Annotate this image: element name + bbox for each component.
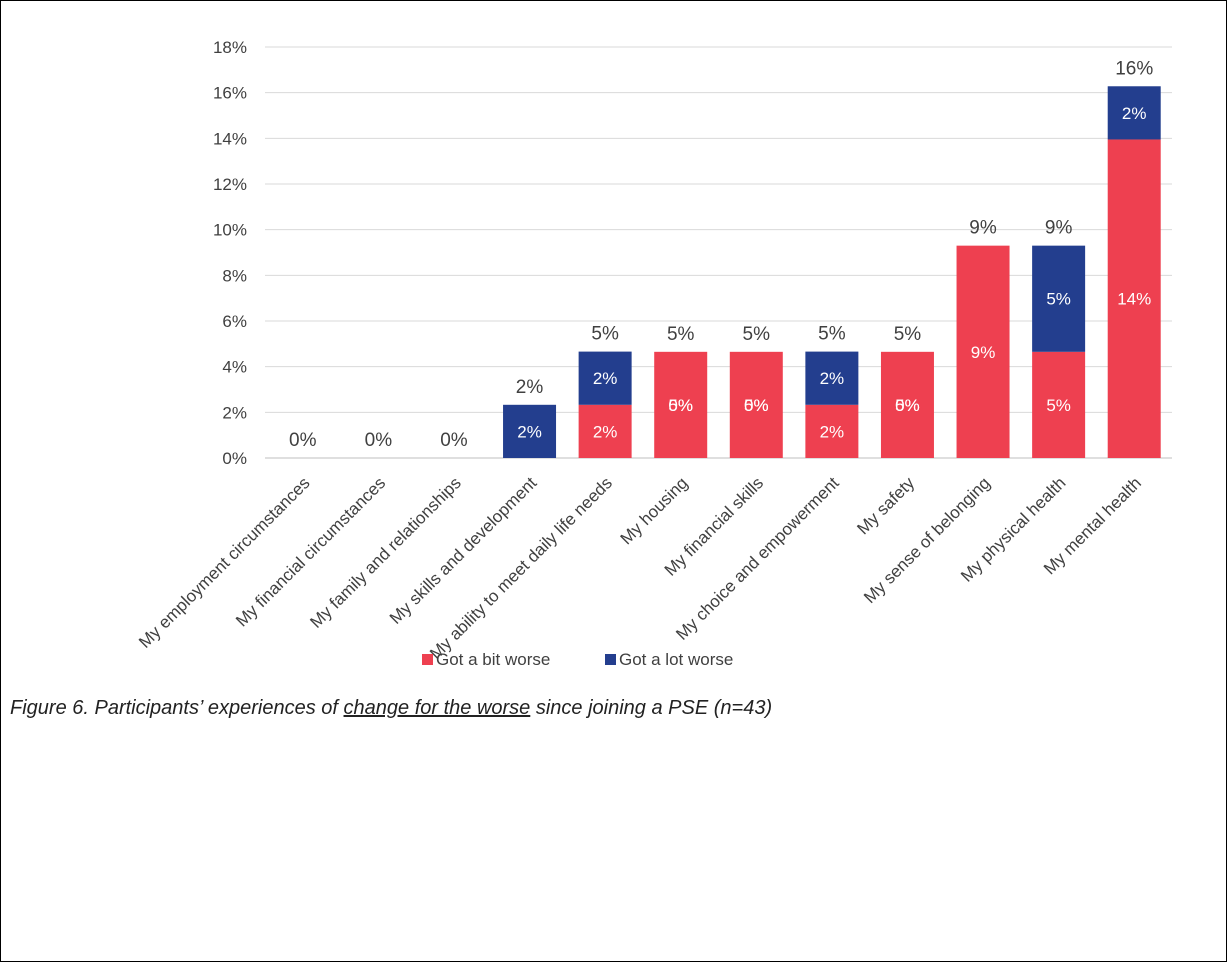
caption-text-end: since joining a PSE (n=43) (530, 697, 773, 719)
segment-label-got-a-lot-worse: 0% (744, 396, 769, 415)
segment-label-got-a-bit-worse: 5% (668, 396, 693, 415)
total-label: 0% (289, 430, 317, 451)
total-label: 5% (894, 324, 922, 345)
legend-label-got-a-bit-worse: Got a bit worse (436, 650, 550, 669)
x-category-label: My skills and development (386, 473, 541, 628)
segment-label-got-a-lot-worse: 5% (1046, 290, 1071, 309)
total-label: 5% (591, 324, 619, 345)
total-label: 5% (743, 324, 771, 345)
total-label: 0% (365, 430, 393, 451)
segment-label-got-a-bit-worse: 5% (744, 396, 769, 415)
segment-label-got-a-lot-worse: 2% (820, 369, 845, 388)
segment-label-got-a-bit-worse: 5% (1046, 396, 1071, 415)
legend-label-got-a-lot-worse: Got a lot worse (619, 650, 733, 669)
bar-got-a-bit-worse-my-sense-of-belonging (956, 245, 1010, 458)
gridlines (265, 46, 1172, 459)
segment-label-got-a-bit-worse: 14% (1117, 290, 1151, 309)
total-label: 0% (440, 430, 468, 451)
bar-got-a-bit-worse-my-ability-to-meet-daily-life-needs (578, 404, 632, 458)
y-axis-ticks: 0% 2% 4% 6% 8% 10% 12% 14% 16% 18% (213, 38, 247, 468)
data-labels: 0% 0% 0% 2%2%2%2%5%5%0%5%5%0%5%2%2%5%5%0%5%… (289, 58, 1153, 451)
segment-label-got-a-lot-worse: 0% (895, 396, 920, 415)
bar-got-a-bit-worse-my-safety (880, 351, 934, 458)
bar-got-a-lot-worse-my-choice-and-empowerment (805, 351, 859, 405)
segment-label-got-a-bit-worse: 2% (820, 422, 845, 441)
total-label: 2% (516, 377, 544, 398)
total-label: 5% (667, 324, 695, 345)
total-label: 9% (969, 218, 997, 239)
x-category-label: My choice and empowerment (672, 473, 843, 644)
bar-got-a-lot-worse-my-ability-to-meet-daily-life-needs (578, 351, 632, 405)
legend: Got a bit worse Got a lot worse (422, 650, 733, 669)
y-tick-label: 12% (213, 175, 247, 194)
x-category-label: My housing (617, 473, 692, 548)
y-tick-label: 10% (213, 221, 247, 240)
caption-underlined: change for the worse (343, 697, 531, 719)
y-tick-label: 0% (222, 449, 247, 468)
segment-label-got-a-lot-worse: 2% (517, 422, 542, 441)
segment-label-got-a-lot-worse: 2% (593, 369, 618, 388)
x-category-label: My sense of belonging (860, 473, 994, 607)
bars (503, 86, 1161, 458)
y-tick-label: 2% (222, 403, 247, 422)
y-tick-label: 4% (222, 358, 247, 377)
y-tick-label: 14% (213, 129, 247, 148)
bar-got-a-lot-worse-my-physical-health (1032, 245, 1086, 352)
y-tick-label: 6% (222, 312, 247, 331)
total-label: 5% (818, 324, 846, 345)
y-tick-label: 18% (213, 38, 247, 57)
caption-text-start: Figure 6. Participants’ experiences of (10, 697, 344, 719)
legend-swatch-got-a-lot-worse (605, 654, 616, 665)
segment-label-got-a-bit-worse: 2% (593, 422, 618, 441)
x-category-label: My financial circumstances (232, 473, 389, 630)
bar-got-a-bit-worse-my-physical-health (1032, 351, 1086, 458)
legend-swatch-got-a-bit-worse (422, 654, 433, 665)
y-tick-label: 16% (213, 84, 247, 103)
bar-got-a-bit-worse-my-choice-and-empowerment (805, 404, 859, 458)
total-label: 9% (1045, 218, 1073, 239)
figure-caption: Figure 6. Participants’ experiences of c… (10, 697, 772, 720)
total-label: 16% (1115, 58, 1153, 79)
bar-got-a-lot-worse-my-skills-and-development (503, 404, 557, 458)
bar-got-a-bit-worse-my-housing (654, 351, 708, 458)
bar-got-a-lot-worse-my-mental-health (1107, 86, 1161, 140)
bar-got-a-bit-worse-my-financial-skills (729, 351, 783, 458)
segment-label-got-a-bit-worse: 9% (971, 343, 996, 362)
segment-label-got-a-lot-worse: 2% (1122, 104, 1147, 123)
bar-got-a-bit-worse-my-mental-health (1107, 139, 1161, 458)
x-category-label: My safety (853, 473, 918, 538)
y-tick-label: 8% (222, 266, 247, 285)
segment-label-got-a-lot-worse: 0% (668, 396, 693, 415)
segment-label-got-a-bit-worse: 5% (895, 396, 920, 415)
x-category-label: My family and relationships (306, 473, 464, 631)
